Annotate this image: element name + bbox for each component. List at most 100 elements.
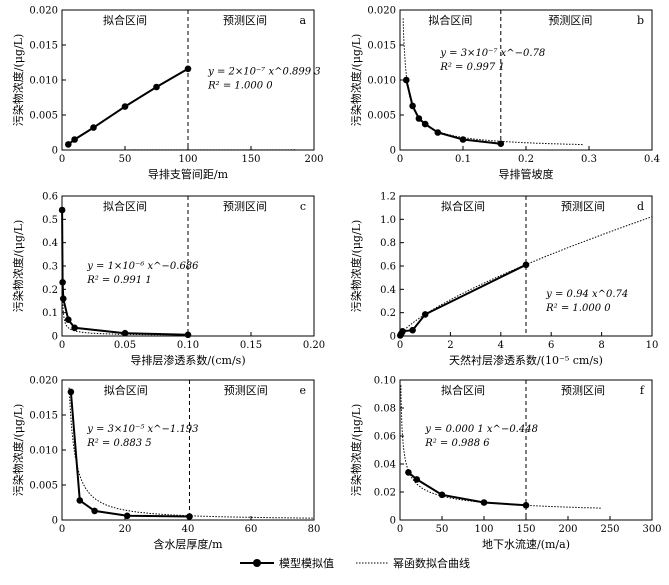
fit-equation: y = 3×10⁻⁵ x^−1.193 [86,424,198,435]
y-tick-label: 0.015 [367,41,396,52]
x-tick-label: 40 [182,524,195,535]
chart-panel-c: 0 0.05 0.10 0.15 0.20 0 0.1 0.2 0.3 0.4 0.5 0.6 导排层渗… [11,192,325,368]
sim-data-point [59,279,66,286]
x-tick-label: 10 [646,340,659,351]
sim-data-point [523,262,530,269]
x-tick-label: 8 [598,340,604,351]
sim-data-point [68,389,75,396]
x-axis-title: 导排层渗透系数/(cm/s) [130,353,245,367]
sim-data-point [435,129,442,136]
y-tick-label: 0.005 [29,111,58,122]
x-tick-label: 200 [304,154,323,165]
x-tick-label: 6 [548,340,554,351]
sim-series-line [406,80,501,144]
y-tick-label: 0 [390,332,396,343]
sim-data-point [405,469,412,476]
legend-sim-label: 模型模拟值 [279,555,334,571]
y-tick-label: 0.020 [29,6,58,17]
legend: 模型模拟值 幂函数拟合曲线 [238,550,478,576]
x-tick-label: 150 [241,154,260,165]
y-tick-label: 0.6 [42,192,58,203]
sim-data-point [60,295,67,302]
sim-data-point [523,502,530,509]
fit-region-label: 拟合区间 [104,383,148,397]
legend-sim-marker-icon [253,559,261,567]
sim-data-point [481,499,488,506]
x-tick-label: 100 [178,154,197,165]
panel-letter: f [640,384,645,397]
x-tick-label: 0.15 [240,340,262,351]
y-tick-label: 0 [52,146,58,157]
y-tick-label: 0 [52,516,58,527]
panel-letter: c [300,200,306,213]
sim-data-point [71,325,78,332]
sim-data-point [460,136,467,143]
x-tick-label: 0 [397,340,403,351]
plot-frame [400,10,652,150]
y-axis-title: 污染物浓度/(μg/L) [349,404,363,497]
y-tick-label: 0 [390,146,396,157]
sim-data-point [153,84,160,91]
y-axis-title: 污染物浓度/(μg/L) [11,34,25,127]
x-tick-label: 0 [397,154,403,165]
x-tick-label: 2 [447,340,453,351]
y-tick-label: 0.5 [42,215,58,226]
y-tick-label: 0.005 [367,111,396,122]
y-tick-label: 0.4 [380,285,396,296]
fit-equation: y = 0.000 1 x^−0.448 [424,424,538,435]
x-tick-label: 0.05 [114,340,136,351]
x-tick-label: 0 [59,340,65,351]
y-tick-label: 0.2 [42,285,58,296]
y-tick-label: 0 [390,516,396,527]
x-tick-label: 0.3 [581,154,597,165]
sim-series-line [408,472,526,505]
x-tick-label: 0.20 [303,340,325,351]
panel-letter: e [299,384,306,397]
x-tick-label: 60 [245,524,258,535]
predict-region-label: 预测区间 [224,384,268,397]
fit-equation: y = 1×10⁻⁶ x^−0.686 [86,261,199,272]
x-tick-label: 0 [59,154,65,165]
predict-region-label: 预测区间 [561,384,605,397]
x-tick-label: 200 [558,524,577,535]
sim-data-point [399,328,406,335]
x-tick-label: 0.10 [177,340,199,351]
sim-data-point [71,136,78,143]
panel-letter: a [299,14,306,27]
y-tick-label: 0.010 [29,76,58,87]
x-tick-label: 50 [119,154,132,165]
y-tick-label: 0.10 [374,376,396,387]
x-axis-title: 导排支管间距/m [148,167,229,181]
panel-letter: d [637,200,644,213]
y-tick-label: 0.6 [380,262,396,273]
predict-region-label: 预测区间 [561,200,605,213]
y-axis-title: 污染物浓度/(μg/L) [349,34,363,127]
sim-data-point [409,327,416,334]
y-tick-label: 0 [52,332,58,343]
sim-series-line [400,265,526,336]
y-tick-label: 0.1 [42,308,58,319]
chart-panel-a: 0 50 100 150 200 0 0.005 0.010 0.015 0.020 导排支管间距/… [11,6,324,182]
y-tick-label: 0.020 [367,6,396,17]
y-tick-label: 0.4 [42,238,58,249]
y-tick-label: 0.010 [29,446,58,457]
sim-data-point [124,513,131,520]
x-axis-title: 含水层厚度/m [153,537,223,551]
x-axis-title: 地下水流速/(m/a) [482,537,570,551]
panel-letter: b [637,14,644,27]
fit-curve [403,18,583,144]
y-tick-label: 0.04 [374,460,396,471]
y-axis-title: 污染物浓度/(μg/L) [349,220,363,313]
sim-data-point [122,103,129,110]
sim-data-point [416,115,423,122]
y-tick-label: 0.2 [380,308,396,319]
y-tick-label: 0.010 [367,76,396,87]
y-tick-label: 0.015 [29,411,58,422]
sim-series-line [71,392,190,517]
fit-r-squared: R² = 0.997 1 [439,62,504,73]
y-tick-label: 0.06 [374,432,396,443]
y-tick-label: 0.015 [29,41,58,52]
y-tick-label: 0.3 [42,262,58,273]
